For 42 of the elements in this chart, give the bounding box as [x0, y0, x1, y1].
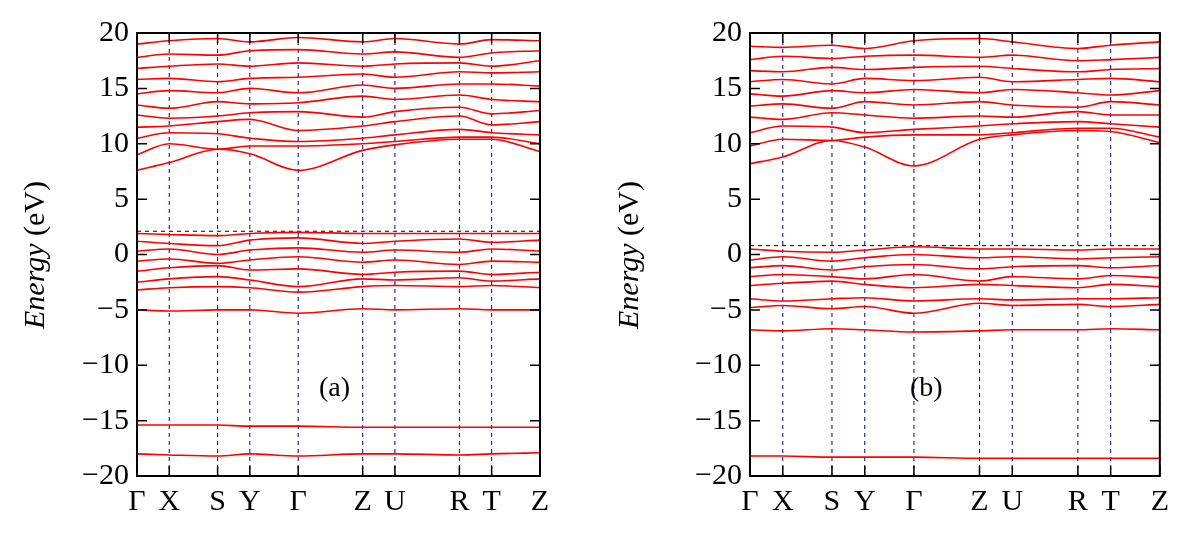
- y-tick-label: −10: [695, 346, 742, 380]
- x-tick-label: U: [1001, 482, 1024, 516]
- x-tick-label: R: [1067, 482, 1088, 516]
- y-tick-label: −5: [97, 290, 129, 324]
- y-tick-label: 0: [727, 235, 742, 269]
- x-tick-label: Γ: [741, 482, 759, 516]
- y-axis-title: Energy (eV): [611, 180, 645, 329]
- x-tick-label: Y: [853, 482, 876, 516]
- y-tick-label: 10: [99, 124, 129, 158]
- y-tick-label: 5: [727, 180, 742, 213]
- y-tick-label: 5: [114, 180, 129, 213]
- annotation: (a): [318, 371, 351, 404]
- x-tick-label: X: [771, 482, 794, 516]
- x-tick-label: R: [449, 482, 470, 516]
- x-tick-label: Z: [1150, 482, 1169, 516]
- x-tick-label: T: [482, 482, 501, 516]
- y-tick-label: 10: [712, 124, 742, 158]
- y-tick-label: −15: [695, 401, 742, 435]
- x-tick-label: X: [158, 482, 181, 516]
- x-tick-label: Y: [239, 482, 261, 516]
- x-tick-label: T: [1101, 482, 1120, 516]
- y-tick-label: 20: [712, 13, 742, 47]
- x-tick-label: Z: [970, 482, 989, 516]
- y-tick-label: −10: [82, 346, 129, 380]
- y-tick-label: −20: [82, 456, 129, 490]
- x-tick-label: S: [209, 482, 226, 516]
- y-tick-label: 0: [114, 235, 129, 269]
- y-tick-label: −5: [710, 290, 742, 324]
- y-tick-label: 20: [99, 13, 129, 47]
- x-tick-label: U: [384, 482, 407, 516]
- y-axis-title: Energy (eV): [17, 180, 51, 329]
- x-tick-label: Z: [530, 482, 550, 516]
- x-tick-label: S: [823, 482, 841, 516]
- x-tick-label: Γ: [289, 482, 307, 516]
- y-tick-label: −15: [82, 401, 129, 435]
- x-tick-label: Γ: [128, 482, 146, 516]
- y-tick-label: 15: [99, 69, 129, 103]
- x-tick-label: Γ: [905, 482, 923, 516]
- x-tick-label: Z: [353, 482, 372, 516]
- y-tick-label: −20: [695, 456, 742, 490]
- annotation: (b): [909, 371, 943, 404]
- y-tick-label: 15: [712, 69, 742, 103]
